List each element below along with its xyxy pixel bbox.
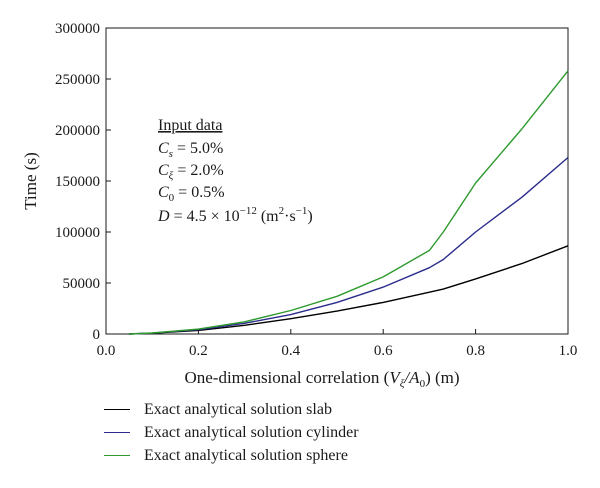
y-tick-label: 250000 (55, 72, 100, 88)
y-tick-label: 100000 (55, 225, 100, 241)
legend: Exact analytical solution slab Exact ana… (104, 398, 359, 467)
x-tick-label: 0.0 (97, 343, 116, 359)
legend-item-cylinder: Exact analytical solution cylinder (104, 421, 359, 444)
legend-item-slab: Exact analytical solution slab (104, 398, 359, 421)
legend-swatch-slab (104, 409, 130, 410)
y-tick-label: 300000 (55, 21, 100, 37)
y-tick-label: 200000 (55, 123, 100, 139)
y-tick-label: 0 (93, 327, 101, 343)
x-tick-label: 0.6 (374, 343, 393, 359)
legend-label-slab: Exact analytical solution slab (144, 400, 332, 418)
legend-label-cylinder: Exact analytical solution cylinder (144, 423, 359, 441)
series-line-slab (129, 245, 569, 335)
note-d: D = 4.5 × 10−12 (m2·s−1) (157, 205, 313, 225)
legend-swatch-cylinder (104, 432, 130, 433)
series-line-sphere (129, 70, 569, 335)
legend-label-sphere: Exact analytical solution sphere (144, 446, 348, 464)
x-tick-label: 0.8 (466, 343, 485, 359)
x-tick-label: 1.0 (559, 343, 578, 359)
note-cs: Cs = 5.0% (158, 140, 223, 160)
note-c0: C0 = 0.5% (158, 184, 225, 204)
y-axis-title: Time (s) (21, 152, 40, 209)
input-data-note: Input data Cs = 5.0% Cξ = 2.0% C0 = 0.5%… (157, 117, 313, 225)
plot-area (105, 27, 569, 335)
note-heading: Input data (158, 117, 222, 134)
y-tick-label: 150000 (55, 174, 100, 190)
y-tick-label: 50000 (63, 276, 101, 292)
x-tick-label: 0.2 (189, 343, 208, 359)
note-cxi: Cξ = 2.0% (158, 162, 224, 182)
x-axis-title: One-dimensional correlation (Vξ/A0) (m) (184, 368, 459, 390)
legend-item-sphere: Exact analytical solution sphere (104, 444, 359, 467)
legend-swatch-sphere (104, 455, 130, 456)
x-tick-label: 0.4 (281, 343, 300, 359)
